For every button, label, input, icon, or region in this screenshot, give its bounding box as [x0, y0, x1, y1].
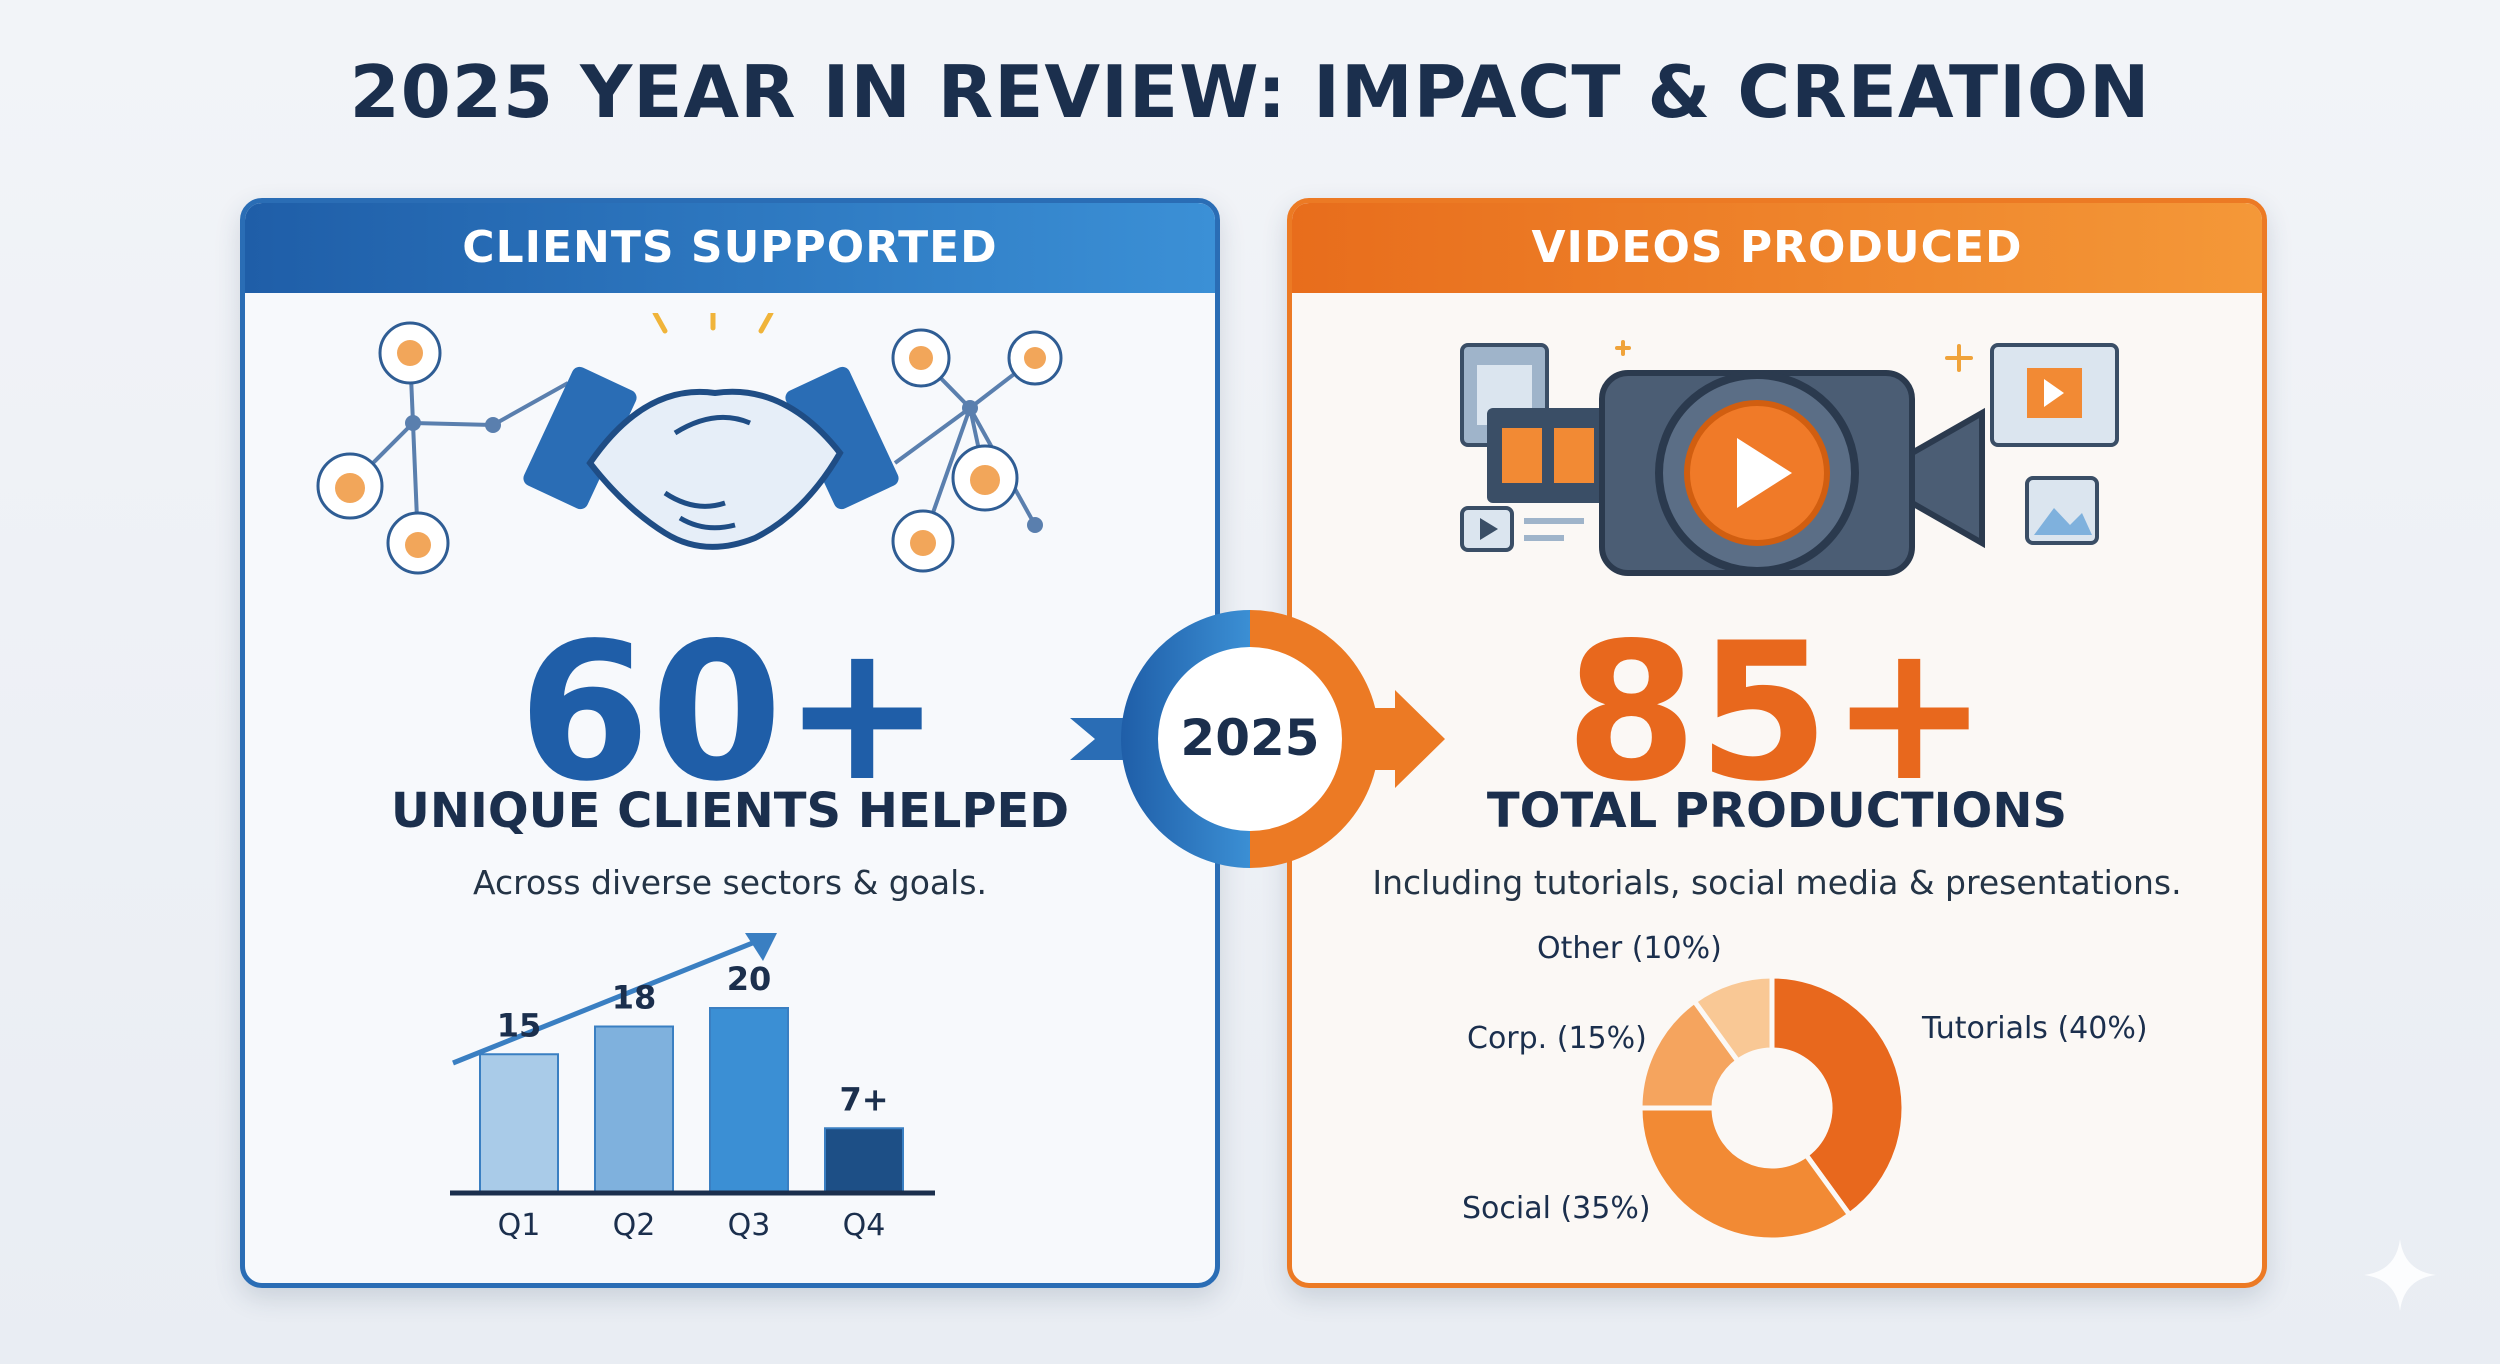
bar-category-label: Q1 — [498, 1208, 541, 1243]
donut-slice-0 — [1769, 973, 1907, 1219]
bar-q1 — [479, 1053, 559, 1194]
donut-slice-label: Tutorials (40%) — [1921, 1011, 2148, 1046]
clients-panel: CLIENTS SUPPORTED — [240, 198, 1220, 1288]
handshake-network-icon — [316, 313, 1063, 575]
videos-metric: 85+ — [1565, 602, 1989, 823]
bar-category-label: Q4 — [843, 1208, 886, 1243]
bar-category-label: Q3 — [728, 1208, 771, 1243]
clients-metric-label: UNIQUE CLIENTS HELPED — [390, 783, 1070, 839]
sparkle-icon — [2364, 1239, 2436, 1311]
year-hub-badge: 2025 — [1070, 610, 1445, 868]
bar-q4 — [824, 1127, 904, 1194]
bar-q3 — [709, 1007, 789, 1194]
clients-metric: 60+ — [518, 602, 942, 823]
page-title: 2025 YEAR IN REVIEW: IMPACT & CREATION — [349, 50, 2151, 134]
bar-value-label: 15 — [497, 1006, 542, 1044]
donut-slice-label: Social (35%) — [1462, 1191, 1651, 1226]
donut-slice-1 — [1637, 1105, 1854, 1243]
quarterly-clients-bar-chart: 15 Q1 18 Q2 20 Q3 7+ Q4 — [450, 933, 935, 1243]
video-camera-icon — [1460, 340, 2119, 576]
videos-metric-label: TOTAL PRODUCTIONS — [1486, 783, 2068, 839]
clients-caption: Across diverse sectors & goals. — [473, 863, 987, 902]
videos-panel-header: VIDEOS PRODUCED — [1292, 203, 2262, 293]
videos-panel: VIDEOS PRODUCED 85+ TOTAL PRODUCTIONS In… — [1287, 198, 2267, 1288]
donut-slice-label: Corp. (15%) — [1467, 1021, 1647, 1056]
bar-category-label: Q2 — [613, 1208, 656, 1243]
clients-panel-header: CLIENTS SUPPORTED — [245, 203, 1215, 293]
bar-q2 — [594, 1025, 674, 1194]
bar-value-label: 20 — [727, 960, 772, 998]
videos-caption: Including tutorials, social media & pres… — [1372, 863, 2182, 902]
video-types-donut-chart: Tutorials (40%) Social (35%) Corp. (15%) Ot… — [1462, 931, 2148, 1243]
bar-value-label: 7+ — [839, 1080, 888, 1118]
donut-slice-label: Other (10%) — [1537, 931, 1722, 966]
hub-year-label: 2025 — [1180, 709, 1319, 767]
donut-slice-3 — [1690, 973, 1775, 1065]
trend-arrow-line — [452, 935, 766, 1066]
bar-value-label: 18 — [612, 979, 657, 1017]
trend-arrow-head — [745, 933, 777, 961]
